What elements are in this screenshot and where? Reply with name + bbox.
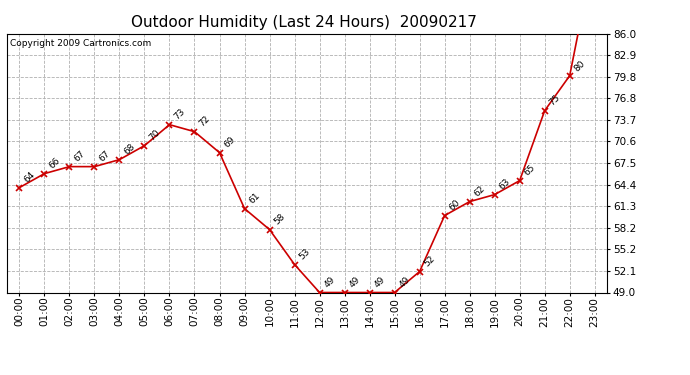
Text: 80: 80: [573, 58, 587, 73]
Text: 66: 66: [47, 156, 61, 171]
Text: 60: 60: [447, 198, 462, 213]
Text: 73: 73: [172, 107, 187, 122]
Text: 49: 49: [322, 275, 337, 290]
Text: 67: 67: [72, 149, 87, 164]
Text: 61: 61: [247, 191, 262, 206]
Text: 68: 68: [122, 142, 137, 157]
Text: Copyright 2009 Cartronics.com: Copyright 2009 Cartronics.com: [10, 39, 151, 48]
Text: 64: 64: [22, 170, 37, 185]
Text: 69: 69: [222, 135, 237, 150]
Text: 70: 70: [147, 128, 161, 143]
Text: 63: 63: [497, 177, 512, 192]
Text: 49: 49: [347, 275, 362, 290]
Text: 65: 65: [522, 164, 537, 178]
Text: 62: 62: [473, 184, 487, 199]
Text: Outdoor Humidity (Last 24 Hours)  20090217: Outdoor Humidity (Last 24 Hours) 2009021…: [130, 15, 477, 30]
Text: 98: 98: [0, 374, 1, 375]
Text: 49: 49: [397, 275, 412, 290]
Text: 53: 53: [297, 247, 312, 262]
Text: 75: 75: [547, 93, 562, 108]
Text: 49: 49: [373, 275, 387, 290]
Text: 67: 67: [97, 149, 112, 164]
Text: 58: 58: [273, 212, 287, 227]
Text: 72: 72: [197, 114, 212, 129]
Text: 52: 52: [422, 254, 437, 269]
